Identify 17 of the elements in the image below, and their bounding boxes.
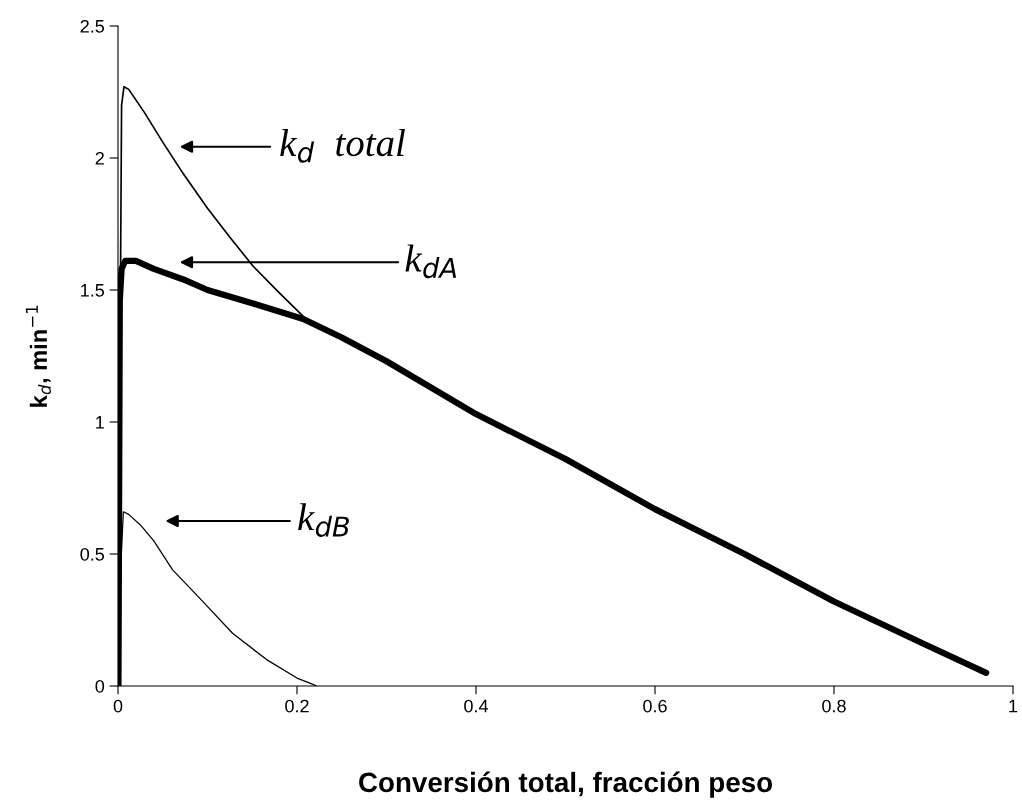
annotation: k$_{d}$ total bbox=[280, 128, 405, 163]
y-axis-title: k$_{d}$, min$^{−1}$ bbox=[25, 305, 51, 407]
annotation: k$_{dA}$ bbox=[405, 244, 457, 279]
annotation: k$_{dB}$ bbox=[298, 503, 349, 537]
y-tick-label: 0 bbox=[95, 679, 105, 693]
y-tick-label: 1 bbox=[96, 416, 104, 429]
x-tick-label: 0 bbox=[113, 699, 123, 713]
y-tick-label: 2 bbox=[95, 151, 104, 165]
x-tick-label: 0.6 bbox=[643, 699, 667, 713]
y-tick-label: 1.5 bbox=[81, 284, 105, 297]
x-tick-label: 0.2 bbox=[285, 699, 309, 713]
y-tick-label: 0.5 bbox=[80, 547, 105, 561]
x-axis-title: Conversión total, fracción peso bbox=[359, 771, 773, 798]
x-tick-label: 0.4 bbox=[464, 699, 489, 713]
x-tick-label: 1 bbox=[1009, 699, 1018, 713]
x-tick-label: 0.8 bbox=[822, 699, 846, 713]
y-tick-label: 2.5 bbox=[80, 19, 105, 33]
